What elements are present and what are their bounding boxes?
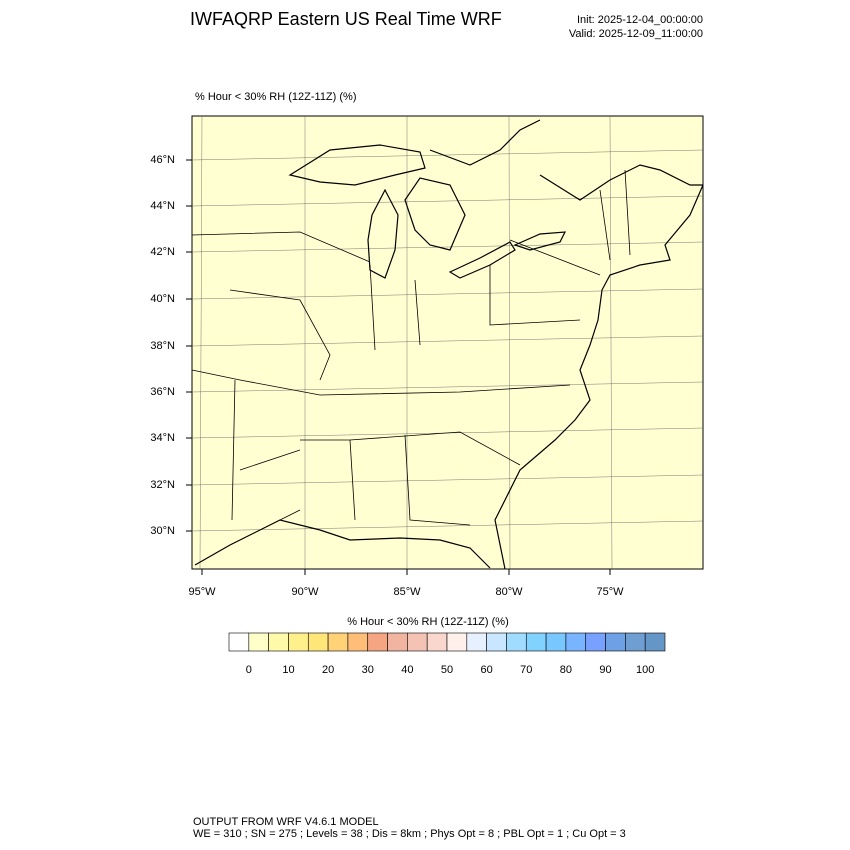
colorbar-label: 40 xyxy=(401,664,413,676)
colorbar-box xyxy=(327,632,349,652)
colorbar-box xyxy=(228,632,250,652)
lat-label: 46°N xyxy=(150,154,175,166)
state-borders xyxy=(191,169,631,526)
lon-label: 95°W xyxy=(188,586,216,598)
footer-line: OUTPUT FROM WRF V4.6.1 MODEL xyxy=(193,816,379,828)
colorbar-label: 70 xyxy=(520,664,532,676)
lat-label: 40°N xyxy=(150,293,175,305)
colorbar-box xyxy=(605,632,626,652)
colorbar-box xyxy=(288,632,309,652)
lon-label: 85°W xyxy=(393,586,421,598)
colorbar-label: 100 xyxy=(636,664,654,676)
colorbar-box xyxy=(585,632,606,652)
colorbar-box xyxy=(506,632,527,652)
colorbar-box xyxy=(466,632,487,652)
colorbar-box xyxy=(545,632,567,652)
colorbar-title: % Hour < 30% RH (12Z-11Z) (%) xyxy=(347,616,508,628)
colorbar-box xyxy=(387,632,408,652)
colorbar-box xyxy=(486,632,507,652)
map xyxy=(191,115,704,570)
colorbar-label: 20 xyxy=(322,664,334,676)
lat-label: 36°N xyxy=(150,386,175,398)
lat-label: 30°N xyxy=(150,525,175,537)
coastlines xyxy=(194,119,704,570)
colorbar-box xyxy=(565,632,587,652)
colorbar-box xyxy=(525,632,547,652)
lat-label: 38°N xyxy=(150,340,175,352)
colorbar-box xyxy=(426,632,448,652)
lat-label: 42°N xyxy=(150,246,175,258)
colorbar: 0 10 20 30 40 50 60 70 80 90 100 xyxy=(228,632,666,676)
title: IWFAQRP Eastern US Real Time WRF xyxy=(190,9,502,29)
colorbar-label: 90 xyxy=(599,664,611,676)
colorbar-box xyxy=(248,632,269,652)
colorbar-box xyxy=(644,632,666,652)
colorbar-label: 0 xyxy=(246,664,252,676)
map-frame xyxy=(191,115,704,570)
colorbar-label: 60 xyxy=(481,664,493,676)
lon-label: 90°W xyxy=(291,586,319,598)
colorbar-box xyxy=(625,632,646,652)
colorbar-box xyxy=(347,632,369,652)
colorbar-box xyxy=(407,632,428,652)
lat-label: 32°N xyxy=(150,479,175,491)
lon-label: 80°W xyxy=(495,586,523,598)
footer-line: WE = 310 ; SN = 275 ; Levels = 38 ; Dis … xyxy=(193,828,626,840)
colorbar-box xyxy=(367,632,388,652)
map-subtitle: % Hour < 30% RH (12Z-11Z) (%) xyxy=(195,91,356,103)
valid-time: Valid: 2025-12-09_11:00:00 xyxy=(569,28,703,40)
colorbar-box xyxy=(268,632,289,652)
init-time: Init: 2025-12-04_00:00:00 xyxy=(577,14,703,26)
lon-label: 75°W xyxy=(596,586,624,598)
lat-label: 34°N xyxy=(150,432,175,444)
colorbar-label: 10 xyxy=(282,664,294,676)
lat-label: 44°N xyxy=(150,200,175,212)
colorbar-label: 50 xyxy=(441,664,453,676)
colorbar-box xyxy=(307,632,329,652)
colorbar-label: 30 xyxy=(362,664,374,676)
colorbar-label: 80 xyxy=(560,664,572,676)
colorbar-box xyxy=(446,632,468,652)
graticule xyxy=(191,115,704,570)
